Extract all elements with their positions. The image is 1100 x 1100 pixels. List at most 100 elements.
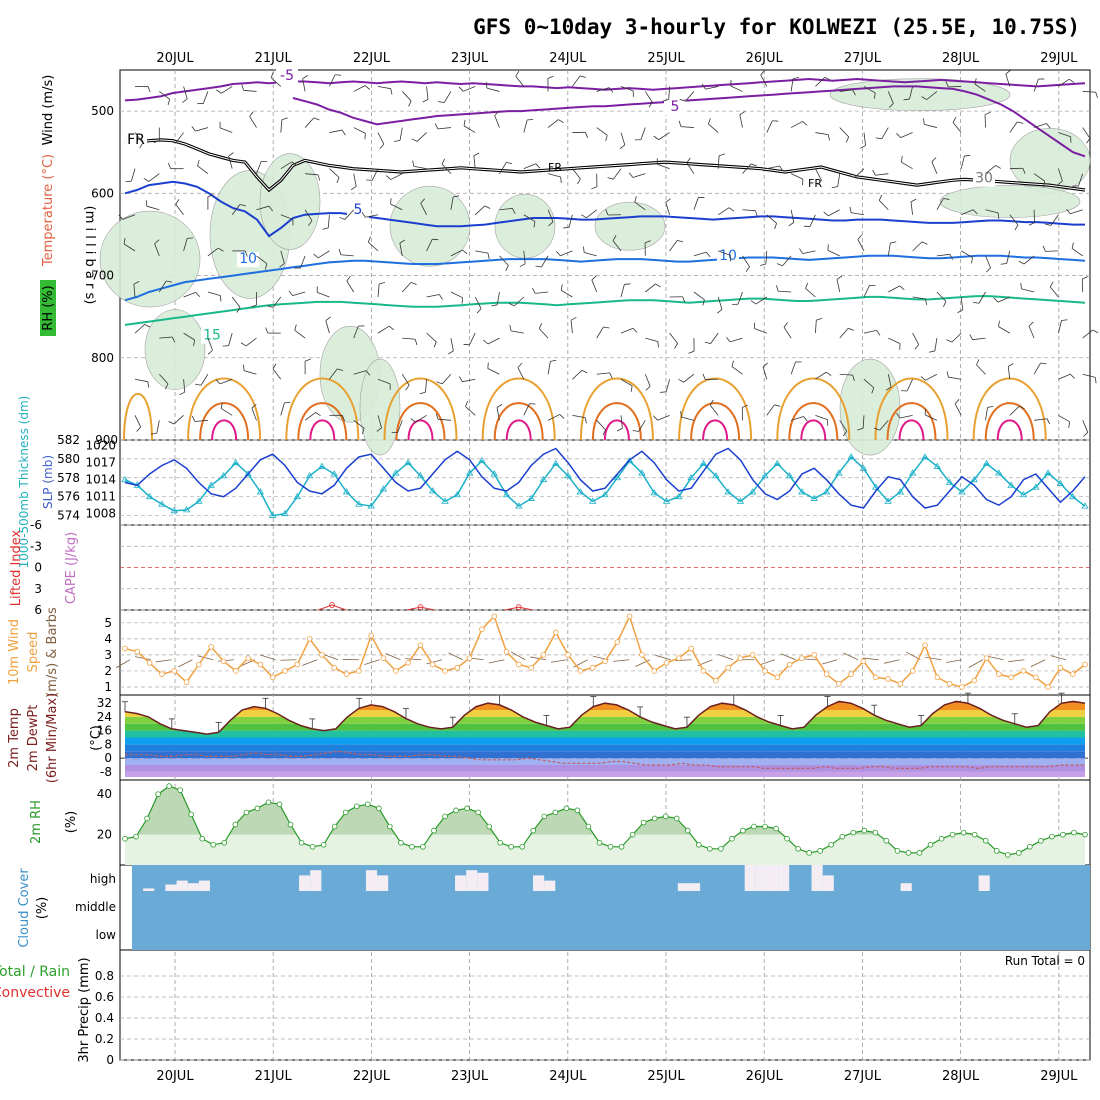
wind10m-point xyxy=(811,652,818,658)
wind-barb xyxy=(1023,255,1035,265)
thickness-point xyxy=(564,472,572,479)
wind-barb xyxy=(766,404,775,416)
wind-barb xyxy=(514,296,525,307)
wind10m-point xyxy=(282,668,288,674)
wind-barb xyxy=(353,370,367,375)
wind-barb-flag xyxy=(584,417,587,424)
thickness-point xyxy=(958,488,966,495)
wind-barb-flag xyxy=(390,88,393,95)
rh2m-point xyxy=(1049,833,1055,840)
wind-barb-flag xyxy=(1028,321,1034,327)
thickness-point xyxy=(1068,492,1077,500)
wind10m-point xyxy=(799,655,805,661)
rh2m-point xyxy=(331,823,338,830)
wind-barb xyxy=(862,415,865,429)
wind-barb xyxy=(669,332,678,344)
rh2m-point xyxy=(618,843,625,850)
wind-barb xyxy=(377,284,380,298)
wind-barb-flag xyxy=(1014,224,1019,231)
wind-barb xyxy=(487,368,500,375)
wind10m-point xyxy=(171,668,178,674)
rh2m-point xyxy=(960,829,967,836)
wind-barb xyxy=(863,378,875,389)
cloud-high-bar xyxy=(187,883,199,891)
thickness-point xyxy=(736,497,745,504)
wind-barb-flag xyxy=(250,304,257,308)
thickness-point xyxy=(982,459,991,467)
wind-barb-flag xyxy=(997,212,1000,219)
rh2m-point xyxy=(861,827,868,834)
rh2m-point xyxy=(872,829,879,836)
wind-barb-flag xyxy=(463,119,466,126)
wind10m-point xyxy=(146,660,153,666)
temp2m-axis-label-c: (6hr Min/Max) xyxy=(45,693,60,783)
wind10m-barb xyxy=(177,659,193,668)
rh2m-point xyxy=(497,839,503,846)
isotherm-label-bg xyxy=(973,171,995,187)
rh2m-point xyxy=(1038,837,1044,844)
wind-barb-flag xyxy=(405,385,410,391)
wind-barb-flag xyxy=(921,96,927,100)
thickness-point xyxy=(355,500,363,507)
wind10m-point xyxy=(1032,674,1039,681)
thickness-point xyxy=(712,472,720,479)
rh2m-tick-label: 20 xyxy=(97,828,112,842)
wind-barb xyxy=(547,361,551,375)
rh2m-point xyxy=(320,841,327,848)
wind-barb xyxy=(443,91,452,103)
rh2m-point xyxy=(574,807,581,814)
wind-barb-flag xyxy=(302,75,308,80)
wind-barb xyxy=(465,406,476,416)
rh-shade xyxy=(144,309,206,390)
thickness-point xyxy=(490,470,498,477)
wind-barb-flag xyxy=(272,363,277,370)
wind-barb xyxy=(344,209,354,220)
wind-barb-flag xyxy=(583,246,585,253)
wind-barb xyxy=(353,85,366,92)
wind-barb-flag xyxy=(410,418,416,423)
wind-barb xyxy=(496,291,500,305)
wind10m-line xyxy=(124,614,1086,689)
wind-barb xyxy=(680,126,694,128)
thickness-point xyxy=(305,472,314,479)
wind-barb-flag xyxy=(701,83,706,90)
wind-barb xyxy=(645,283,656,293)
wind10m-barb xyxy=(821,659,838,665)
wind-barb-flag xyxy=(775,285,779,292)
wind-barb xyxy=(148,173,160,182)
wind-barb xyxy=(523,163,537,170)
wind-barb xyxy=(1049,286,1059,298)
wind-barb xyxy=(925,373,938,381)
wind10m-point xyxy=(860,658,867,665)
thickness-point xyxy=(650,489,658,496)
thickness-axis-label: 1000-500mb Thickness (dm) xyxy=(17,396,31,569)
wind-barb xyxy=(441,163,452,174)
wind-barb-flag xyxy=(1018,260,1025,265)
wind-barb xyxy=(878,200,889,211)
temp-color-band xyxy=(125,771,1085,777)
wind-barb-flag xyxy=(607,177,614,180)
cloud-level-label-low: low xyxy=(96,928,117,942)
date-label-bottom: 25JUL xyxy=(647,1069,685,1084)
wind-barb-flag xyxy=(509,324,512,331)
wind-barb xyxy=(1071,248,1083,257)
wind-barb-flag xyxy=(294,324,297,331)
wind-barb-flag xyxy=(674,343,678,349)
wind-barb-flag xyxy=(779,165,784,172)
wind-barb-flag xyxy=(896,133,901,138)
wind-barb-flag xyxy=(871,387,875,394)
wind10m-point xyxy=(540,652,547,658)
thickness-point xyxy=(170,507,178,514)
wind-barb-flag xyxy=(657,341,659,348)
wind-barb-flag xyxy=(365,370,371,376)
wind-barb xyxy=(1009,214,1019,226)
rh-shade xyxy=(494,193,556,259)
wind-barb-flag xyxy=(885,386,892,391)
wind-barb xyxy=(901,161,913,170)
temperature-axis-label: Temperature (°C) xyxy=(41,154,56,267)
rh2m-point xyxy=(596,839,603,846)
temp-color-band xyxy=(125,716,1085,724)
wind-barb-flag xyxy=(243,364,245,371)
thickness-point xyxy=(441,497,449,504)
rh2m-point xyxy=(971,831,978,838)
